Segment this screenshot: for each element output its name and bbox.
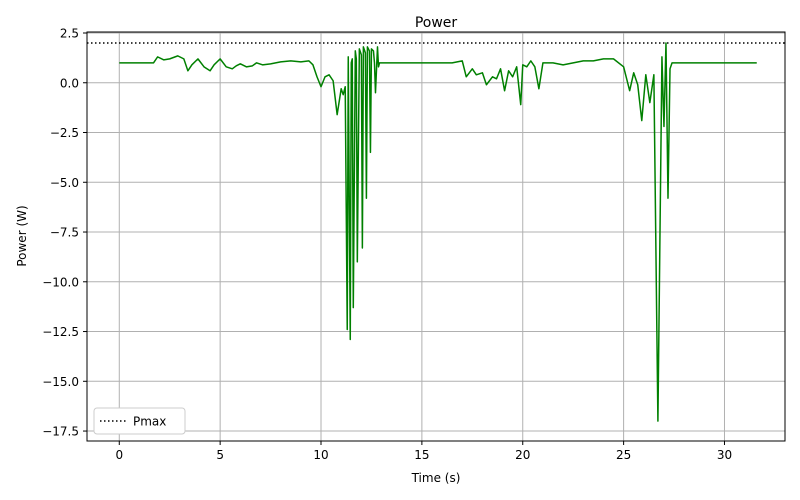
y-tick-label: −7.5 (50, 226, 79, 240)
plot-frame (86, 31, 786, 442)
x-axis-label: Time (s) (411, 471, 461, 485)
y-tick-label: 2.5 (60, 26, 79, 40)
y-tick-label: −2.5 (50, 126, 79, 140)
x-tick-label: 0 (115, 448, 123, 462)
y-tick-label: −5.0 (50, 176, 79, 190)
y-tick-label: −10.0 (42, 275, 79, 289)
x-tick-label: 10 (313, 448, 328, 462)
y-axis-label: Power (W) (15, 205, 29, 266)
grid-lines (87, 32, 785, 441)
y-axis: 2.5 0.0 −2.5 −5.0 −7.5 −10.0 −12.5 −15.0 −17.5 (42, 26, 87, 439)
legend-label-pmax: Pmax (133, 415, 166, 429)
y-tick-label: −17.5 (42, 425, 79, 439)
series-lines (119, 42, 757, 422)
x-tick-label: 5 (216, 448, 224, 462)
chart-title: Power (415, 15, 458, 31)
y-tick-label: 0.0 (60, 76, 79, 90)
x-tick-label: 30 (717, 448, 732, 462)
y-tick-label: −12.5 (42, 325, 79, 339)
x-tick-label: 20 (515, 448, 530, 462)
x-tick-label: 25 (616, 448, 631, 462)
power-series-line (119, 42, 757, 422)
legend-box (93, 407, 186, 435)
x-tick-label: 15 (414, 448, 429, 462)
y-tick-label: −15.0 (42, 375, 79, 389)
legend: Pmax (93, 407, 186, 435)
x-axis: 0 5 10 15 20 25 30 (115, 441, 732, 462)
